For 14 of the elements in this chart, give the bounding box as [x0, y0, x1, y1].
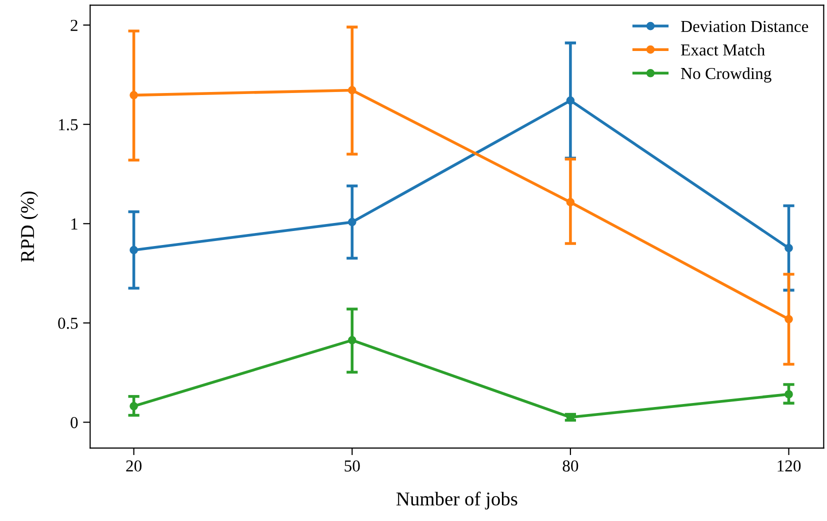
- y-tick-label: 0.5: [58, 318, 78, 329]
- x-axis-title: Number of jobs: [396, 492, 518, 510]
- y-tick-label: 2: [70, 20, 78, 31]
- legend-label: Deviation Distance: [680, 20, 808, 32]
- legend-label: No Crowding: [680, 67, 772, 83]
- x-tick-label: 20: [126, 460, 142, 472]
- x-tick-label: 120: [778, 460, 801, 472]
- y-tick-label: 0: [70, 416, 78, 428]
- x-tick-label: 80: [562, 460, 578, 472]
- x-tick-label: 50: [344, 460, 360, 472]
- y-axis-title: RPD (%): [20, 192, 38, 262]
- y-tick-label: 1.5: [58, 119, 78, 130]
- legend-label: Exact Match: [680, 44, 765, 56]
- y-tick-label: 1: [71, 218, 78, 230]
